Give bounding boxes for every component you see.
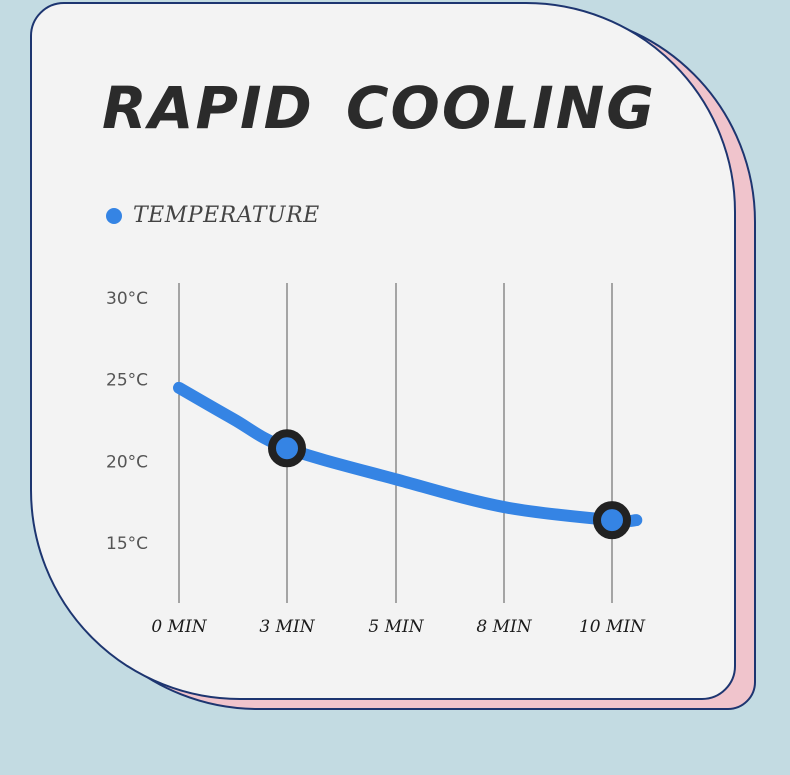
x-tick-label: 3 MIN [259,617,315,637]
y-tick-label: 25°C [106,371,148,391]
y-tick-label: 30°C [106,289,148,309]
x-tick-label: 5 MIN [368,617,424,637]
y-tick-label: 20°C [106,452,148,472]
legend: TEMPERATURE [106,203,320,228]
data-point-marker [593,501,631,540]
chart-card [30,2,736,700]
legend-label: TEMPERATURE [133,203,320,228]
y-tick-labels: 30°C 25°C 20°C 15°C [106,289,148,554]
temperature-line [173,381,643,528]
page-title: RAPID COOLING [102,74,656,142]
series-group [173,381,643,540]
x-tick-labels: 0 MIN 3 MIN 5 MIN 8 MIN 10 MIN [151,617,646,637]
y-tick-label: 15°C [106,534,148,554]
data-point-marker [268,429,306,468]
gridlines [178,283,613,603]
legend-dot [106,207,122,224]
x-tick-label: 10 MIN [579,617,646,637]
x-tick-label: 0 MIN [151,617,207,637]
x-tick-label: 8 MIN [476,617,532,637]
